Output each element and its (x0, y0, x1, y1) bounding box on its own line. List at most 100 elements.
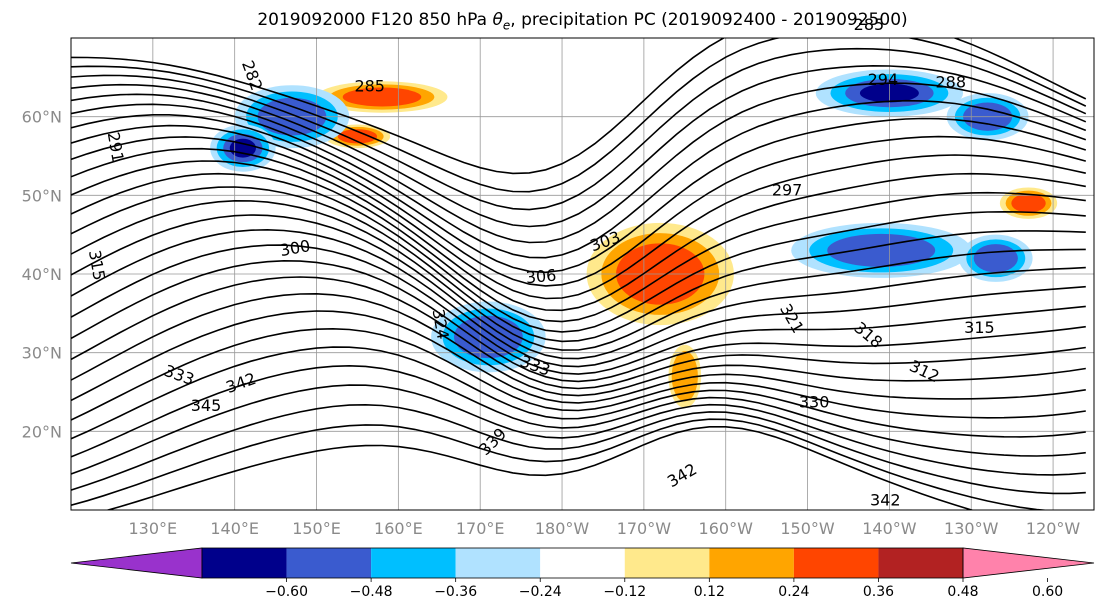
contour-label-4: 315 (85, 248, 109, 281)
contour-line-23 (71, 82, 1087, 244)
chart-title-rest: , precipitation PC (2019092400 - 2019092… (510, 10, 908, 30)
contour-line-26 (71, 38, 1087, 193)
chart-title-symbol: θ (492, 10, 503, 30)
contour-label-0: 282 (238, 58, 266, 93)
contour-label-22: 342 (870, 490, 901, 509)
contour-line-21 (71, 114, 1087, 274)
colorbar-tick-label-4: −0.12 (603, 584, 646, 600)
colorbar-tick-label-9: 0.60 (1032, 584, 1063, 600)
lat-label-3: 30°N (22, 344, 62, 363)
contour-line-16 (71, 172, 1086, 333)
colorbar-bin-4 (540, 548, 625, 578)
contour-label-20: 330 (799, 393, 830, 412)
precip-anomaly-11-level-2 (973, 244, 1018, 273)
colorbar-bin-2 (371, 548, 456, 578)
contour-line-10 (71, 259, 1086, 383)
contour-line-9 (71, 276, 1086, 390)
lat-label-4: 20°N (22, 422, 62, 441)
theta-e-contours (71, 38, 1087, 510)
colorbar-frame (201, 547, 964, 579)
lon-label-10: 130°W (944, 519, 999, 538)
contour-line-27 (71, 38, 1087, 175)
contour-line-13 (71, 214, 1086, 360)
lon-label-3: 160°E (374, 519, 423, 538)
lon-label-11: 120°W (1026, 519, 1081, 538)
colorbar-bin-5 (624, 548, 710, 578)
lon-label-4: 170°E (456, 519, 505, 538)
contour-label-16: 342 (223, 369, 258, 397)
contour-label-21: 342 (664, 459, 700, 491)
lon-label-5: 180°W (535, 519, 590, 538)
contour-line-7 (71, 310, 1086, 404)
contour-line-15 (71, 186, 1086, 343)
colorbar-tick-label-7: 0.36 (863, 584, 894, 600)
colorbar-bin-8 (878, 548, 963, 578)
contour-line-6 (71, 327, 1086, 421)
contour-line-14 (71, 199, 1086, 351)
colorbar-bin-0 (202, 548, 287, 578)
lon-label-8: 150°W (780, 519, 835, 538)
colorbar-bin-3 (455, 548, 541, 578)
contour-line-4 (71, 364, 1086, 458)
precip-anomaly-0 (316, 81, 448, 113)
lon-label-1: 140°E (210, 519, 259, 538)
colorbar-tick-label-8: 0.48 (947, 584, 978, 600)
contour-line-11 (71, 244, 1086, 375)
colorbar-tick-label-1: −0.48 (350, 584, 393, 600)
contour-label-12: 315 (964, 318, 995, 337)
contour-label-8: 297 (772, 180, 803, 199)
contour-line-20 (71, 124, 1087, 287)
lon-label-9: 140°W (862, 519, 917, 538)
lat-label-2: 40°N (22, 265, 62, 284)
chart-title-subscript: e (502, 18, 511, 33)
colorbar-tick-label-6: 0.24 (778, 584, 809, 600)
colorbar-tick-label-3: −0.24 (519, 584, 562, 600)
chart-title-main: 2019092000 F120 850 hPa (257, 10, 488, 30)
contour-line-3 (71, 384, 1086, 476)
contour-label-17: 345 (191, 396, 222, 415)
contour-line-5 (71, 346, 1086, 440)
contour-line-19 (71, 136, 1086, 300)
contour-line-2 (71, 403, 1086, 495)
chart-title: 2019092000 F120 850 hPa θe, precipitatio… (0, 10, 1105, 32)
contour-line-8 (71, 292, 1086, 397)
lon-label-0: 130°E (129, 519, 178, 538)
colorbar-bin-1 (286, 548, 372, 578)
precip-anomaly-7-level-2 (454, 315, 523, 359)
precip-anomaly-9-level-2 (1011, 193, 1046, 213)
contour-line-0 (105, 426, 975, 510)
lon-label-6: 170°W (617, 519, 672, 538)
contour-line-25 (71, 47, 1087, 211)
contour-line-22 (71, 99, 1087, 259)
axis-labels: 60°N 50°N 40°N 30°N 20°N 130°E 140°E 150°E 160°E… (22, 108, 1081, 538)
contour-line-18 (71, 147, 1086, 312)
contour-label-13: 321 (776, 300, 808, 336)
contour-line-12 (71, 228, 1086, 368)
contour-label-3: 300 (278, 236, 311, 260)
colorbar-bin-6 (709, 548, 794, 578)
contour-label-6: 306 (525, 266, 557, 288)
contour-label-11: 294 (868, 70, 899, 89)
precip-anomaly-9 (999, 187, 1058, 219)
lon-label-2: 150°E (292, 519, 341, 538)
contour-line-24 (71, 64, 1087, 228)
precip-anomaly-1-level-2 (337, 129, 378, 144)
colorbar-bin-7 (793, 548, 879, 578)
precip-anomaly-0-level-2 (342, 87, 422, 107)
precip-anomaly-3-level-3 (229, 138, 256, 158)
lat-label-0: 60°N (22, 108, 62, 127)
contour-line-1 (71, 418, 1051, 510)
contour-label-1: 285 (354, 76, 385, 95)
colorbar-extend-high (962, 547, 1095, 579)
precip-anomaly-8-level-2 (827, 233, 936, 267)
colorbar-tick-label-2: −0.36 (434, 584, 477, 600)
colorbar-tick-label-5: 0.12 (694, 584, 725, 600)
plot-frame (70, 37, 1095, 511)
lat-label-1: 50°N (22, 186, 62, 205)
colorbar-tick-label-0: −0.60 (265, 584, 308, 600)
contour-line-17 (71, 160, 1086, 323)
precip-anomaly-3 (210, 124, 276, 172)
contour-label-10: 285 (854, 15, 885, 34)
lon-label-7: 160°W (699, 519, 754, 538)
